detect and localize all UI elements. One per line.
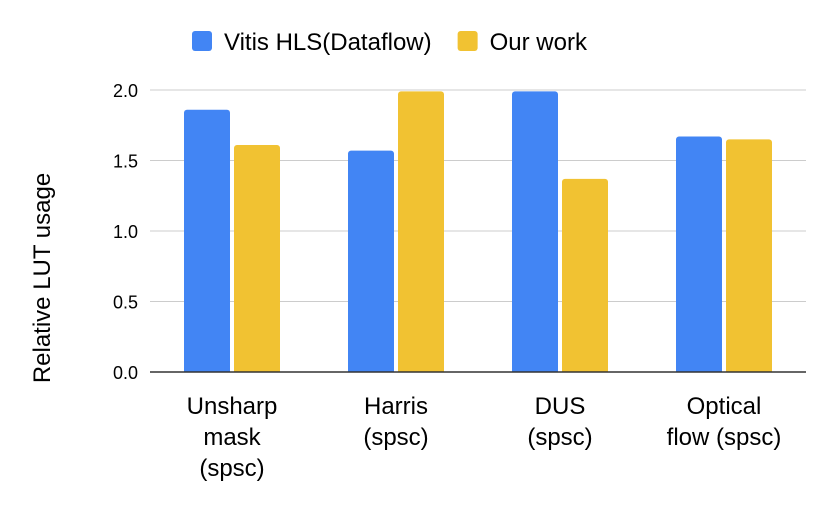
- bar: [512, 91, 558, 372]
- y-axis-label: Relative LUT usage: [29, 173, 56, 383]
- bar: [348, 150, 394, 372]
- bar: [234, 368, 280, 372]
- legend-label: Our work: [490, 29, 588, 56]
- bar: [676, 136, 722, 372]
- y-tick-label: 1.0: [113, 222, 138, 242]
- bar: [726, 368, 772, 372]
- y-tick-label: 0.5: [113, 293, 138, 313]
- bar: [398, 91, 444, 372]
- bar: [562, 178, 608, 372]
- x-tick-label: flow (spsc): [667, 424, 782, 451]
- bar: [726, 139, 772, 372]
- y-tick-label: 2.0: [113, 81, 138, 101]
- x-tick-label: DUS: [535, 393, 586, 420]
- bars: [184, 91, 772, 373]
- bar: [184, 109, 230, 373]
- x-tick-label: (spsc): [527, 424, 592, 451]
- bar: [512, 368, 558, 372]
- bar: [398, 368, 444, 372]
- axes: 0.0 0.5 1.0 1.5 2.0 Unsharp mask (spsc) Harris (s…: [113, 81, 806, 482]
- bar: [562, 368, 608, 372]
- y-tick-label: 1.5: [113, 152, 138, 172]
- bar: [184, 368, 230, 372]
- bar: [348, 368, 394, 372]
- legend-label: Vitis HLS(Dataflow): [224, 29, 432, 56]
- bar: [234, 144, 280, 372]
- x-tick-label: Unsharp: [187, 393, 278, 420]
- y-tick-label: 0.0: [113, 363, 138, 383]
- legend-swatch: [457, 31, 478, 51]
- legend: Vitis HLS(Dataflow) Our work: [192, 29, 588, 56]
- x-tick-label: Harris: [364, 393, 428, 420]
- legend-swatch: [192, 31, 212, 51]
- x-tick-label: Optical: [687, 393, 762, 420]
- x-tick-label: mask: [203, 424, 261, 451]
- x-tick-label: (spsc): [199, 455, 264, 482]
- x-tick-label: (spsc): [363, 424, 428, 451]
- bar: [676, 368, 722, 372]
